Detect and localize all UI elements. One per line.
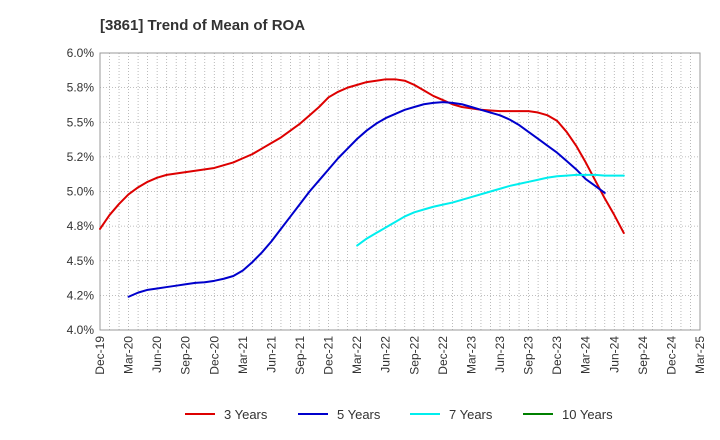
y-tick-label: 4.2% bbox=[67, 288, 95, 302]
x-tick-label: Sep-21 bbox=[293, 336, 307, 375]
y-tick-label: 4.0% bbox=[67, 323, 95, 337]
x-tick-label: Dec-21 bbox=[322, 336, 336, 375]
x-tick-label: Jun-20 bbox=[150, 336, 164, 373]
x-tick-label: Sep-23 bbox=[522, 336, 536, 375]
series-line-3-years bbox=[99, 78, 625, 235]
chart-title: [3861] Trend of Mean of ROA bbox=[100, 17, 305, 34]
x-tick-label: Jun-21 bbox=[264, 336, 278, 373]
legend-label-7-years: 7 Years bbox=[449, 407, 493, 422]
x-tick-label: Dec-24 bbox=[664, 336, 678, 375]
x-tick-label: Jun-22 bbox=[379, 336, 393, 373]
y-tick-label: 6.0% bbox=[67, 46, 95, 60]
plot-area bbox=[99, 52, 701, 331]
y-tick-label: 5.8% bbox=[67, 81, 95, 95]
x-tick-label: Mar-21 bbox=[236, 336, 250, 374]
x-axis: Dec-19 Mar-20 Jun-20 Sep-20 Dec-20 Mar-21 Jun-… bbox=[93, 336, 707, 375]
x-tick-label: Dec-23 bbox=[550, 336, 564, 375]
y-axis: 4.0% 4.2% 4.5% 4.8% 5.0% 5.2% 5.5% 5.8% 6.0% bbox=[67, 46, 95, 337]
x-tick-label: Sep-24 bbox=[636, 336, 650, 375]
y-tick-label: 5.2% bbox=[67, 150, 95, 164]
x-tick-label: Jun-24 bbox=[607, 336, 621, 373]
y-tick-label: 5.0% bbox=[67, 185, 95, 199]
y-tick-label: 4.5% bbox=[67, 254, 95, 268]
x-tick-label: Sep-22 bbox=[407, 336, 421, 375]
x-tick-label: Dec-19 bbox=[93, 336, 107, 375]
grid-lines bbox=[100, 52, 700, 331]
y-tick-label: 4.8% bbox=[67, 219, 95, 233]
x-tick-label: Mar-25 bbox=[693, 336, 707, 374]
legend-label-10-years: 10 Years bbox=[562, 407, 613, 422]
x-tick-label: Mar-24 bbox=[579, 336, 593, 374]
legend: 3 Years 5 Years 7 Years 10 Years bbox=[185, 407, 613, 422]
legend-label-5-years: 5 Years bbox=[337, 407, 381, 422]
series-line-5-years bbox=[127, 101, 606, 298]
y-tick-label: 5.5% bbox=[67, 115, 95, 129]
series-lines bbox=[99, 78, 625, 298]
x-tick-label: Jun-23 bbox=[493, 336, 507, 373]
x-tick-label: Sep-20 bbox=[179, 336, 193, 375]
x-tick-label: Dec-22 bbox=[436, 336, 450, 375]
x-tick-label: Mar-23 bbox=[464, 336, 478, 374]
x-tick-label: Dec-20 bbox=[207, 336, 221, 375]
x-tick-label: Mar-22 bbox=[350, 336, 364, 374]
legend-label-3-years: 3 Years bbox=[224, 407, 268, 422]
series-line-7-years bbox=[356, 173, 625, 247]
x-tick-label: Mar-20 bbox=[122, 336, 136, 374]
